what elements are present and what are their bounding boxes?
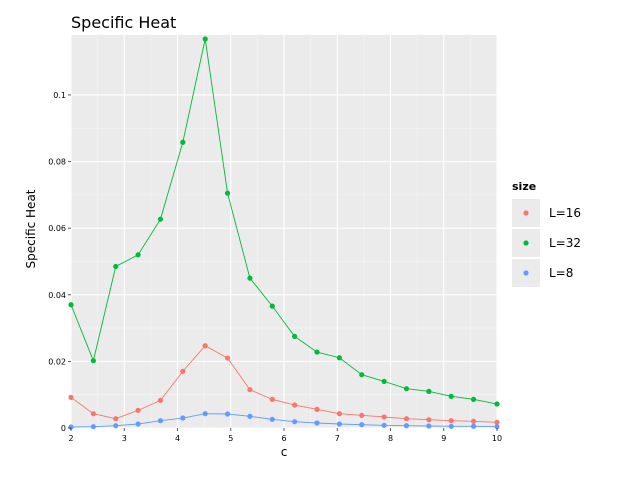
data-point [157,418,164,424]
x-tick-label: 5 [228,434,233,443]
data-point [403,386,410,392]
data-point [314,349,320,355]
data-point [448,418,454,424]
data-point [470,418,477,424]
data-point [448,423,454,429]
data-point [113,416,119,422]
data-point [359,422,365,428]
data-point [470,396,477,402]
x-axis-label: c [281,445,288,459]
legend-label: L=8 [549,266,573,280]
y-tick-label: 0.1 [53,91,66,100]
data-point [90,358,96,364]
data-point [426,388,432,394]
data-point [292,419,298,425]
data-point [470,423,477,429]
series-layer [68,36,500,430]
series-line [70,413,498,428]
y-tick-label: 0.08 [48,158,66,167]
y-tick-label: 0.04 [48,291,66,300]
data-point [68,394,74,400]
data-point [202,411,208,417]
y-tick-label: 0.02 [48,357,66,366]
x-tick-label: 3 [122,434,127,443]
x-tick-label: 8 [388,434,393,443]
data-point [494,419,500,425]
data-point [180,415,186,421]
data-point [269,396,275,402]
data-point [381,414,387,420]
data-point [269,303,275,309]
data-point [359,372,365,378]
data-point [426,417,432,423]
data-point [180,139,186,145]
data-point [494,424,500,430]
data-point [247,387,253,393]
data-point [381,422,387,428]
data-point [90,411,96,417]
x-tick-label: 9 [441,434,446,443]
grid-lines [70,35,498,429]
data-point [292,402,298,408]
data-point [224,190,231,196]
data-point [403,416,410,422]
data-point [90,424,96,430]
data-point [135,421,141,427]
data-point [224,355,231,361]
x-tick-label: 7 [335,434,340,443]
data-point [202,343,208,349]
chart-title: Specific Heat [71,13,176,32]
data-point [336,411,342,417]
legend-marker [523,270,529,276]
x-tick-label: 6 [281,434,286,443]
data-point [381,378,387,384]
data-point [403,423,410,429]
data-point [448,393,454,399]
data-point [157,397,164,403]
x-tick-label: 4 [175,434,180,443]
data-point [247,275,253,281]
data-point [247,413,253,419]
data-point [336,421,342,427]
data-point [202,36,208,42]
legend: size L=16 L=32 L=8 [512,180,581,287]
data-point [426,423,432,429]
data-point [224,411,231,417]
data-point [113,263,119,270]
data-point [157,216,164,222]
data-point [180,368,186,374]
legend-marker [523,210,529,216]
data-point [68,302,74,308]
data-point [135,252,141,258]
data-point [292,333,298,340]
y-tick-label: 0.06 [48,224,66,233]
y-tick-label: 0 [61,424,66,433]
legend-label: L=32 [549,236,581,250]
x-tick-label: 2 [68,434,73,443]
legend-marker [523,240,529,246]
y-axis-label: Specific Heat [24,189,38,268]
legend-title: size [512,180,536,193]
series-line [70,345,498,423]
data-point [336,355,342,361]
data-point [113,423,119,429]
legend-label: L=16 [549,206,581,220]
data-point [359,412,365,418]
axis-layer: 0 0.02 0.04 0.06 0.08 0.1 2 3 4 5 6 7 8 9 10 [48,91,502,443]
data-point [494,401,500,407]
series-line [70,38,498,405]
data-point [314,420,320,426]
data-point [269,416,275,422]
x-tick-label: 10 [492,434,502,443]
data-point [135,407,141,413]
data-point [314,406,320,412]
